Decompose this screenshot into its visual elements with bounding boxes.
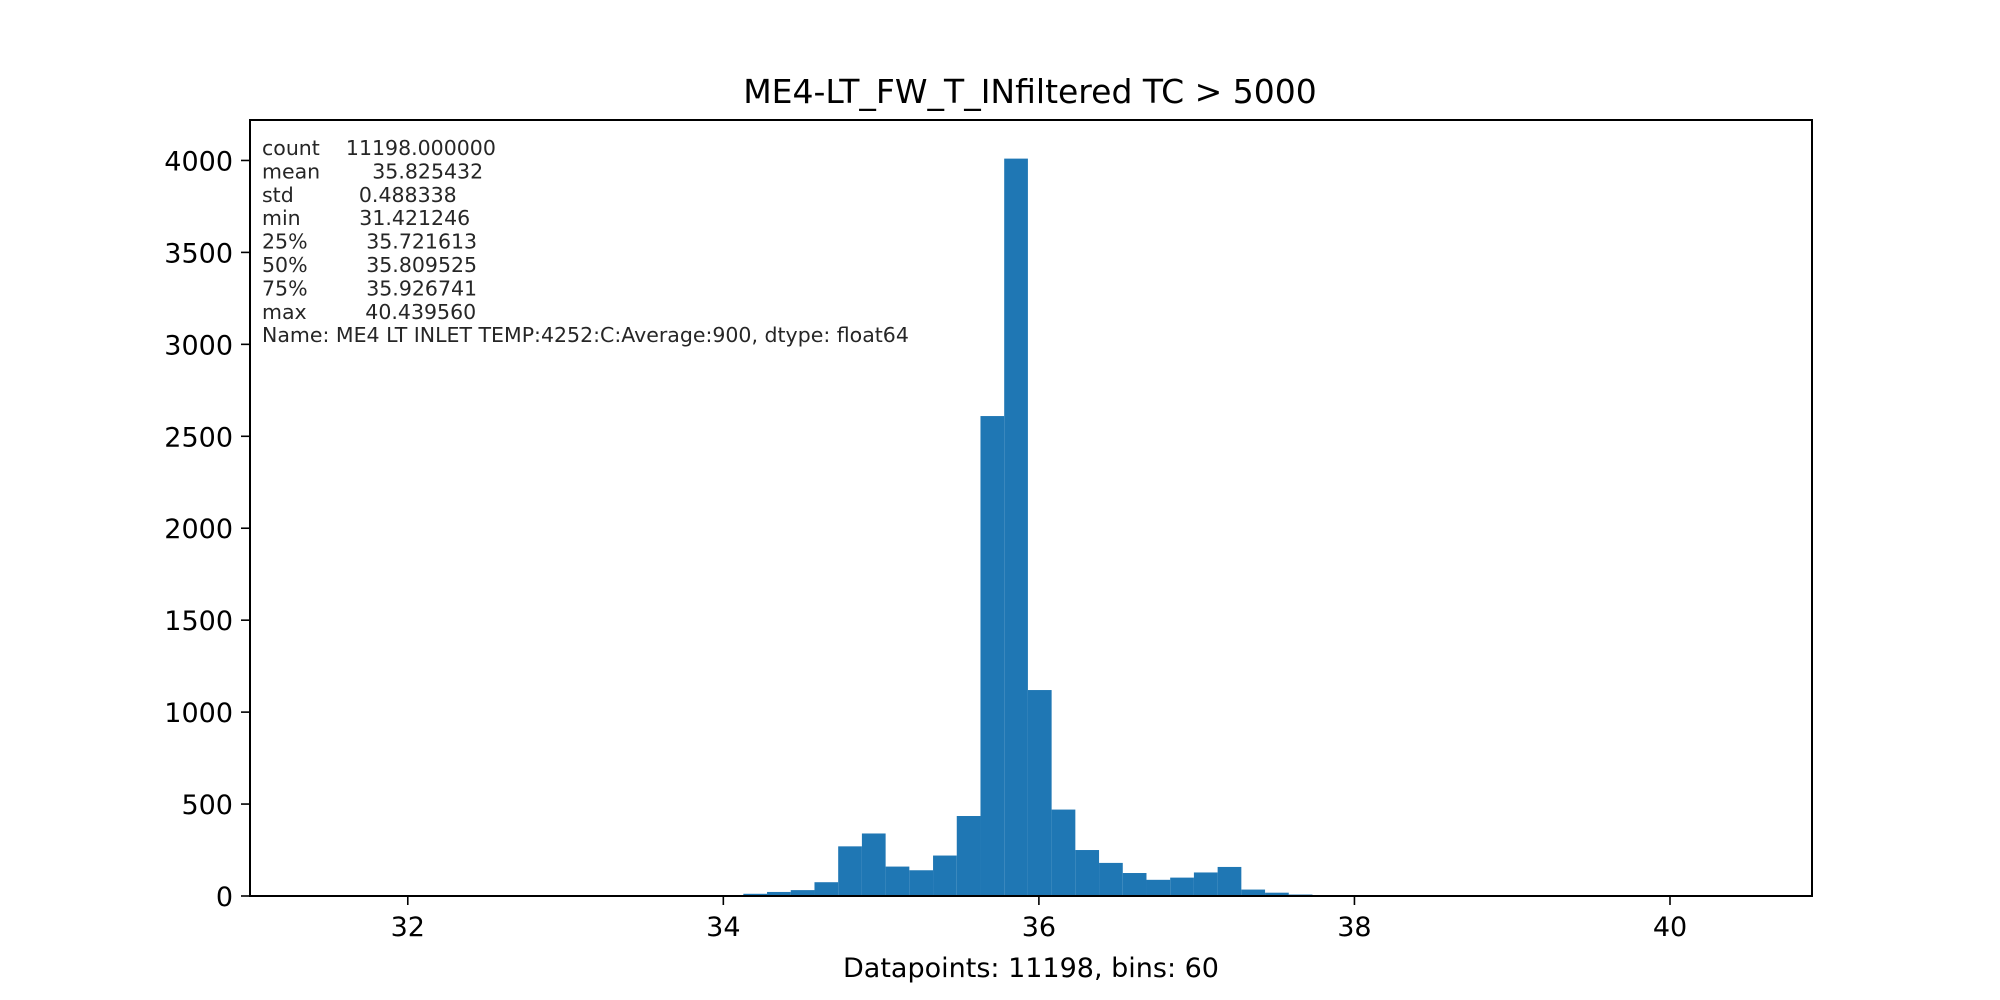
histogram-bar	[980, 416, 1005, 896]
histogram-bar	[1004, 158, 1028, 897]
histogram-bar	[1027, 690, 1052, 896]
stats-line: 25% 35.721613	[262, 230, 477, 254]
histogram-bar	[956, 816, 981, 896]
x-axis-label: Datapoints: 11198, bins: 60	[843, 953, 1219, 984]
x-tick-label: 36	[1022, 912, 1056, 943]
histogram-bar	[1122, 873, 1147, 896]
histogram-bar	[1241, 889, 1266, 896]
y-tick-label: 1000	[164, 698, 233, 729]
histogram-bar	[814, 882, 839, 896]
histogram-bar	[1170, 877, 1194, 896]
y-tick-label: 1500	[164, 606, 233, 637]
histogram-bar	[1075, 850, 1100, 896]
y-tick-label: 3500	[164, 238, 233, 269]
stats-line: min 31.421246	[262, 206, 470, 230]
stats-line: max 40.439560	[262, 300, 476, 324]
y-tick-label: 2000	[164, 514, 233, 545]
histogram-bar	[909, 870, 934, 896]
histogram-bar	[1217, 866, 1242, 896]
y-tick-label: 0	[216, 882, 233, 913]
histogram-bar	[790, 890, 815, 896]
histogram-bar	[743, 893, 768, 896]
histogram-bar	[1265, 892, 1289, 896]
histogram-bar	[838, 846, 862, 896]
stats-line: 50% 35.809525	[262, 253, 477, 277]
histogram-bar	[933, 855, 957, 896]
histogram-bar	[1099, 862, 1123, 896]
x-tick-label: 40	[1653, 912, 1687, 943]
x-axis: 32 34 36 38 40	[391, 896, 1687, 943]
x-tick-label: 32	[391, 912, 425, 943]
y-tick-label: 500	[181, 790, 233, 821]
histogram-bar	[1146, 879, 1171, 896]
y-tick-label: 4000	[164, 146, 233, 177]
stats-line: Name: ME4 LT INLET TEMP:4252:C:Average:9…	[262, 323, 909, 347]
stats-line: std 0.488338	[262, 183, 457, 207]
histogram-bar	[885, 866, 910, 896]
chart-title: ME4-LT_FW_T_INfiltered TC > 5000	[743, 72, 1317, 111]
histogram-bar	[767, 891, 791, 896]
y-tick-label: 2500	[164, 422, 233, 453]
stats-line: count 11198.000000	[262, 136, 496, 160]
histogram-bar	[1193, 872, 1218, 896]
x-tick-label: 38	[1337, 912, 1371, 943]
stats-line: 75% 35.926741	[262, 276, 477, 300]
histogram-bar	[861, 833, 886, 896]
histogram-bar	[1051, 809, 1076, 896]
plot-frame	[249, 119, 1813, 897]
y-tick-label: 3000	[164, 330, 233, 361]
histogram-bars	[316, 158, 1740, 897]
stats-line: mean 35.825432	[262, 159, 483, 183]
x-tick-label: 34	[706, 912, 740, 943]
y-axis: 0 500 1000 1500 2000 2500 3000 3500 4000	[164, 146, 250, 913]
